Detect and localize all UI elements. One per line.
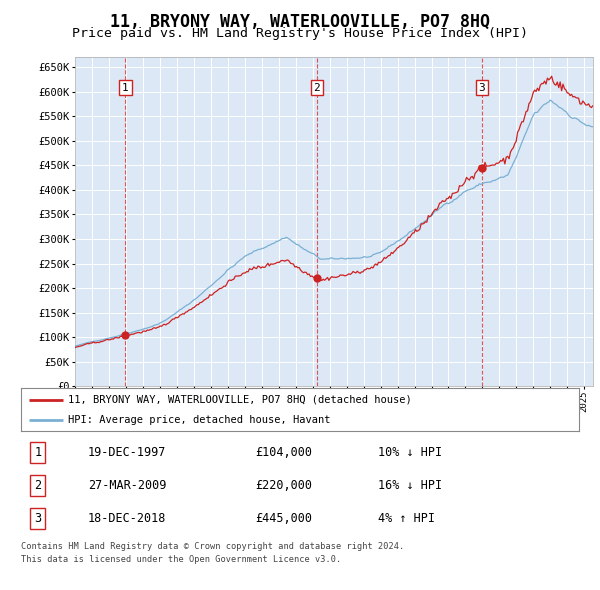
Text: 16% ↓ HPI: 16% ↓ HPI (378, 478, 442, 492)
Text: £445,000: £445,000 (256, 512, 313, 525)
Text: 10% ↓ HPI: 10% ↓ HPI (378, 445, 442, 459)
Text: 11, BRYONY WAY, WATERLOOVILLE, PO7 8HQ: 11, BRYONY WAY, WATERLOOVILLE, PO7 8HQ (110, 13, 490, 31)
Text: Contains HM Land Registry data © Crown copyright and database right 2024.: Contains HM Land Registry data © Crown c… (21, 542, 404, 550)
Text: 3: 3 (34, 512, 41, 525)
Text: £220,000: £220,000 (256, 478, 313, 492)
Text: 19-DEC-1997: 19-DEC-1997 (88, 445, 166, 459)
Text: 2: 2 (34, 478, 41, 492)
Text: 1: 1 (122, 83, 129, 93)
Text: 3: 3 (479, 83, 485, 93)
Text: 1: 1 (34, 445, 41, 459)
Text: 2: 2 (313, 83, 320, 93)
Text: 4% ↑ HPI: 4% ↑ HPI (378, 512, 435, 525)
Text: HPI: Average price, detached house, Havant: HPI: Average price, detached house, Hava… (68, 415, 331, 425)
Text: Price paid vs. HM Land Registry's House Price Index (HPI): Price paid vs. HM Land Registry's House … (72, 27, 528, 40)
Text: 11, BRYONY WAY, WATERLOOVILLE, PO7 8HQ (detached house): 11, BRYONY WAY, WATERLOOVILLE, PO7 8HQ (… (68, 395, 412, 405)
Text: £104,000: £104,000 (256, 445, 313, 459)
Text: 27-MAR-2009: 27-MAR-2009 (88, 478, 166, 492)
Text: 18-DEC-2018: 18-DEC-2018 (88, 512, 166, 525)
Text: This data is licensed under the Open Government Licence v3.0.: This data is licensed under the Open Gov… (21, 555, 341, 563)
